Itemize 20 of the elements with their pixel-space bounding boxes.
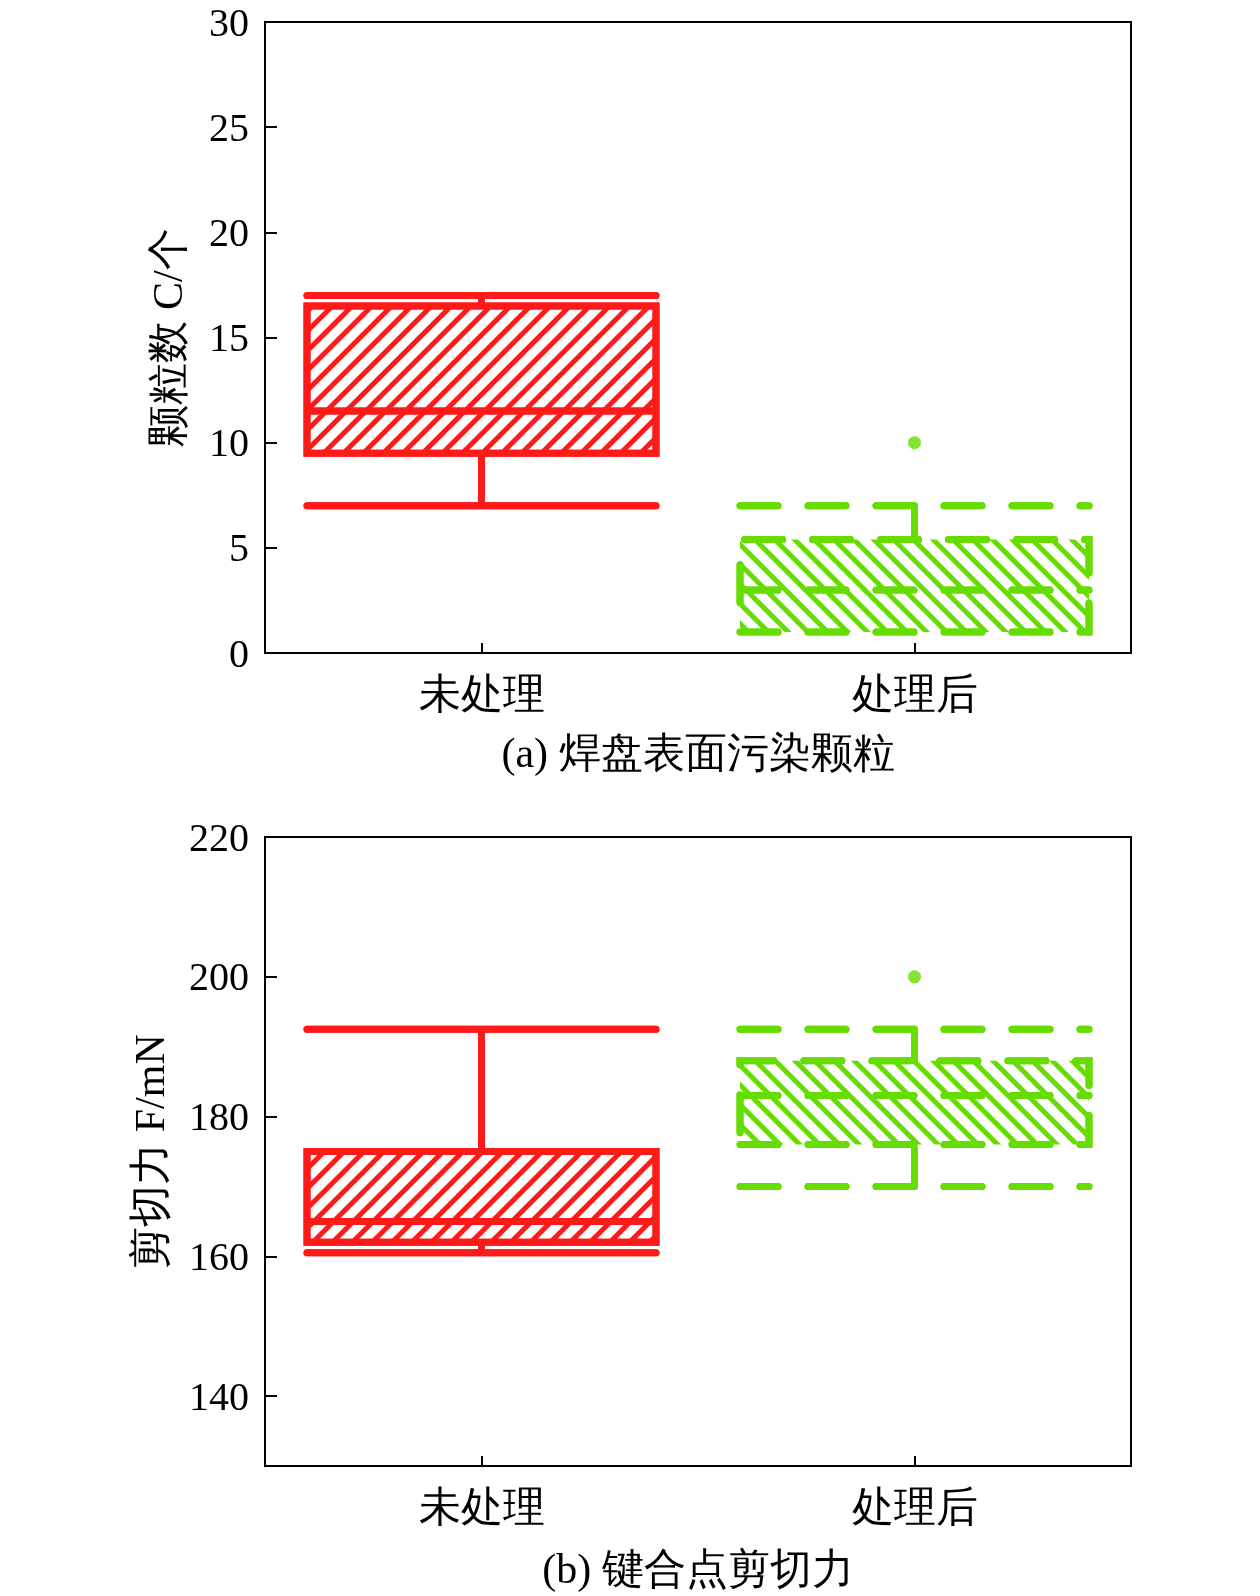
y-tick-label: 20 <box>209 209 249 255</box>
y-tick-label: 30 <box>209 0 249 45</box>
y-axis-title: 颗粒数 C/个 <box>145 228 191 447</box>
text: (b) 键合点剪切力 <box>542 1546 854 1593</box>
y-tick-label: 200 <box>189 954 249 1000</box>
y-tick-label: 0 <box>229 630 249 676</box>
y-tick-label: 15 <box>209 315 249 360</box>
x-tick-label: 处理后 <box>851 671 978 717</box>
y-tick-label: 180 <box>189 1094 249 1140</box>
y-tick-label: 5 <box>229 525 249 571</box>
x-tick-label: 处理后 <box>851 1484 978 1530</box>
y-tick-label: 160 <box>189 1233 249 1279</box>
x-tick-label: 未处理 <box>418 671 545 717</box>
y-tick-label: 25 <box>209 104 249 150</box>
y-tick-label: 140 <box>189 1373 249 1419</box>
y-tick-label: 220 <box>189 814 249 860</box>
y-tick-label: 10 <box>209 420 249 466</box>
text: (a) 焊盘表面污染颗粒 <box>501 730 895 777</box>
x-tick-label: 未处理 <box>418 1484 545 1530</box>
y-axis-title: 剪切力 F/mN <box>127 1034 173 1269</box>
